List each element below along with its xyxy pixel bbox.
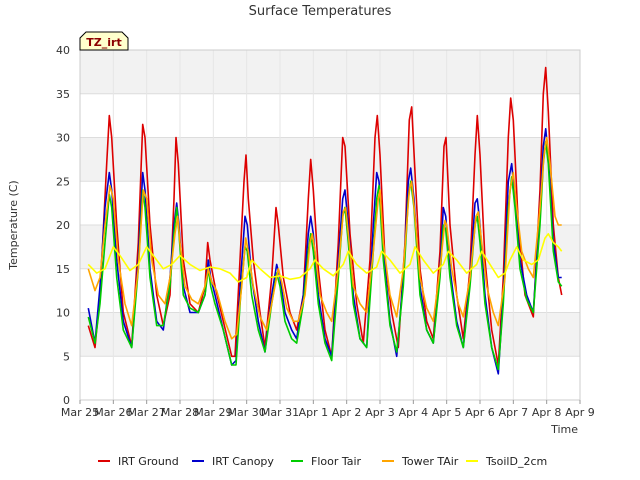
y-tick-label: 35: [56, 88, 70, 101]
x-tick-label: Apr 1: [299, 406, 329, 419]
x-axis-title: Time: [550, 423, 578, 436]
plot-band: [80, 137, 580, 182]
legend-label: TsoilD_2cm: [485, 455, 547, 468]
series-line-tower-tair: [87, 136, 562, 340]
x-tick-label: Apr 4: [399, 406, 429, 419]
x-tick-label: Mar 28: [161, 406, 199, 419]
x-tick-label: Apr 9: [565, 406, 595, 419]
plot-band: [80, 225, 580, 269]
x-tick-label: Mar 27: [128, 406, 166, 419]
y-tick-label: 30: [56, 132, 70, 145]
y-tick-label: 10: [56, 307, 70, 320]
x-tick-label: Mar 29: [194, 406, 232, 419]
y-tick-label: 25: [56, 175, 70, 188]
chart-title: Surface Temperatures: [249, 4, 392, 19]
x-tick-label: Apr 8: [532, 406, 562, 419]
y-tick-label: 15: [56, 263, 70, 276]
legend-item-tsoild-2cm: TsoilD_2cm: [466, 455, 547, 468]
x-tick-label: Apr 5: [432, 406, 462, 419]
legend-item-tower-tair: Tower TAir: [382, 455, 459, 468]
y-tick-label: 20: [56, 219, 70, 232]
plot-band: [80, 181, 580, 225]
plot-band: [80, 93, 580, 138]
x-tick-label: Apr 7: [499, 406, 529, 419]
x-tick-label: Apr 3: [365, 406, 395, 419]
legend: IRT Ground IRT Canopy Floor Tair Tower TAir…: [98, 455, 547, 468]
plot-band: [80, 356, 580, 400]
plot-band: [80, 50, 580, 94]
x-tick-label: Mar 30: [228, 406, 266, 419]
legend-item-irt-ground: IRT Ground: [98, 455, 179, 468]
badge-shape: [79, 31, 129, 51]
legend-item-irt-canopy: IRT Canopy: [192, 455, 274, 468]
x-tick-label: Mar 31: [261, 406, 299, 419]
series-line-tsoild-2cm: [87, 233, 563, 283]
y-tick-label: 40: [56, 44, 70, 57]
x-tick-label: Apr 2: [332, 406, 362, 419]
legend-label: IRT Ground: [118, 455, 179, 468]
y-axis-title: Temperature (C): [7, 180, 20, 270]
y-tick-label: 0: [63, 394, 70, 407]
legend-label: Floor Tair: [311, 455, 362, 468]
legend-item-floor-tair: Floor Tair: [291, 455, 362, 468]
tz-irt-badge: TZ_irt: [79, 31, 129, 51]
x-tick-label: Mar 26: [94, 406, 132, 419]
legend-label: Tower TAir: [401, 455, 459, 468]
x-tick-label: Apr 6: [465, 406, 495, 419]
badge-label: TZ_irt: [86, 36, 121, 49]
series-line-irt-ground: [87, 66, 563, 366]
legend-label: IRT Canopy: [212, 455, 274, 468]
x-tick-label: Mar 25: [61, 406, 99, 419]
y-axis-ticks: 0 5 10 15 20 25 30 35 40: [56, 44, 70, 407]
series-layer: [87, 66, 563, 375]
plot-frame: [79, 49, 581, 401]
y-tick-label: 5: [63, 350, 70, 363]
